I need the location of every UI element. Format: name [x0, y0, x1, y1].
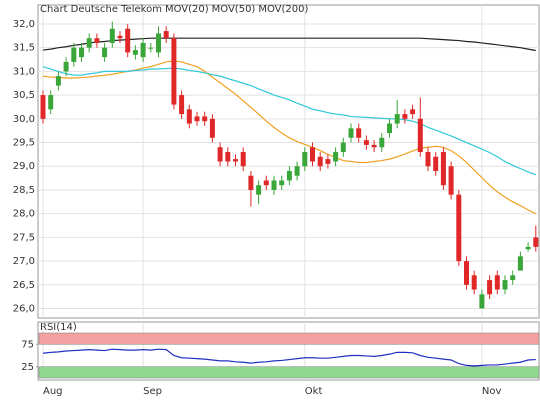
candle-body — [394, 114, 400, 124]
y-tick-label: 26,0 — [13, 304, 35, 315]
candle-body — [55, 76, 61, 86]
candle-body — [379, 137, 385, 148]
candle-body — [109, 28, 115, 43]
y-tick-label: 32,0 — [13, 19, 35, 30]
candle-body — [132, 50, 138, 55]
candle-body — [186, 109, 192, 124]
candle-body — [233, 159, 238, 162]
y-tick-label: 28,0 — [13, 209, 35, 220]
y-tick-label: 75 — [21, 339, 34, 350]
candle-body — [94, 38, 100, 43]
candle-body — [356, 128, 362, 138]
x-tick-label: Nov — [482, 386, 502, 397]
candle-body — [317, 156, 323, 167]
candle-body — [479, 294, 485, 309]
x-tick-label: Sep — [143, 386, 162, 397]
legend-entry: MOV(50) — [212, 4, 256, 15]
candle-body — [240, 152, 246, 167]
candle-body — [464, 261, 469, 285]
candle-body — [371, 144, 377, 148]
candle-body — [433, 156, 439, 171]
y-tick-label: 28,5 — [13, 185, 35, 196]
candle-body — [217, 147, 223, 162]
candle-body — [494, 275, 500, 290]
candle-body — [402, 114, 408, 119]
candle-body — [256, 185, 262, 195]
candle-body — [86, 38, 92, 48]
candle-body — [225, 152, 231, 162]
candle-body — [248, 175, 254, 190]
candle-body — [387, 123, 392, 134]
y-tick-label: 27,5 — [13, 232, 35, 243]
candle-body — [48, 95, 54, 110]
x-tick-label: Aug — [43, 386, 63, 397]
candle-body — [310, 147, 315, 162]
candle-body — [209, 118, 215, 138]
y-tick-label: 30,5 — [13, 90, 35, 101]
rsi-band — [38, 332, 540, 345]
rsi-title: RSI(14) — [40, 322, 77, 333]
rsi-line — [42, 348, 536, 367]
y-tick-label: 31,5 — [13, 43, 35, 54]
y-tick-label: 29,0 — [13, 161, 35, 172]
y-tick-label: 29,5 — [13, 138, 35, 149]
candle-body — [125, 28, 131, 53]
candle-body — [502, 280, 508, 290]
moving-average — [42, 66, 537, 176]
candle-body — [102, 47, 108, 58]
candle-body — [302, 152, 308, 167]
moving-average — [42, 37, 536, 52]
candle-body — [448, 166, 454, 195]
candle-body — [333, 152, 339, 162]
candle-body — [417, 118, 423, 153]
candle-body — [179, 95, 185, 115]
y-tick-label: 31,0 — [13, 66, 35, 77]
y-tick-label: 26,5 — [13, 280, 35, 291]
y-tick-label: 25 — [21, 362, 34, 373]
candle-body — [348, 128, 354, 138]
candle-body — [148, 47, 154, 49]
candle-body — [202, 116, 208, 122]
candle-body — [525, 246, 531, 250]
candle-body — [294, 166, 300, 176]
legend-entry: MOV(200) — [258, 4, 308, 15]
candle-body — [117, 35, 123, 39]
candle-body — [279, 180, 285, 186]
y-tick-label: 30,0 — [13, 114, 35, 125]
candle-body — [363, 140, 369, 145]
candle-body — [325, 159, 331, 164]
candle-body — [425, 152, 431, 167]
x-tick-label: Okt — [305, 386, 323, 397]
candle-body — [163, 31, 169, 39]
candle-body — [271, 180, 277, 190]
candle-body — [533, 237, 539, 247]
legend-entry: Chart Deutsche Telekom — [40, 4, 162, 15]
candle-body — [286, 170, 292, 181]
y-tick-label: 27,0 — [13, 256, 35, 267]
legend-entry: MOV(20) — [165, 4, 209, 15]
candle-body — [171, 38, 177, 105]
candle-body — [471, 275, 477, 290]
candle-body — [340, 142, 346, 153]
candle-body — [440, 152, 446, 186]
candle-body — [263, 180, 269, 186]
candle-body — [194, 116, 200, 122]
candle-body — [71, 47, 77, 62]
candle-body — [140, 42, 146, 58]
candle-body — [79, 47, 84, 58]
candle-body — [517, 256, 523, 271]
candle-body — [510, 275, 516, 281]
candle-body — [487, 280, 493, 295]
price-frame — [37, 4, 540, 319]
candle-body — [40, 95, 46, 119]
candle-body — [456, 194, 462, 262]
rsi-band — [38, 366, 540, 379]
candle-body — [156, 33, 161, 53]
candle-body — [63, 61, 69, 72]
candle-body — [410, 109, 416, 115]
